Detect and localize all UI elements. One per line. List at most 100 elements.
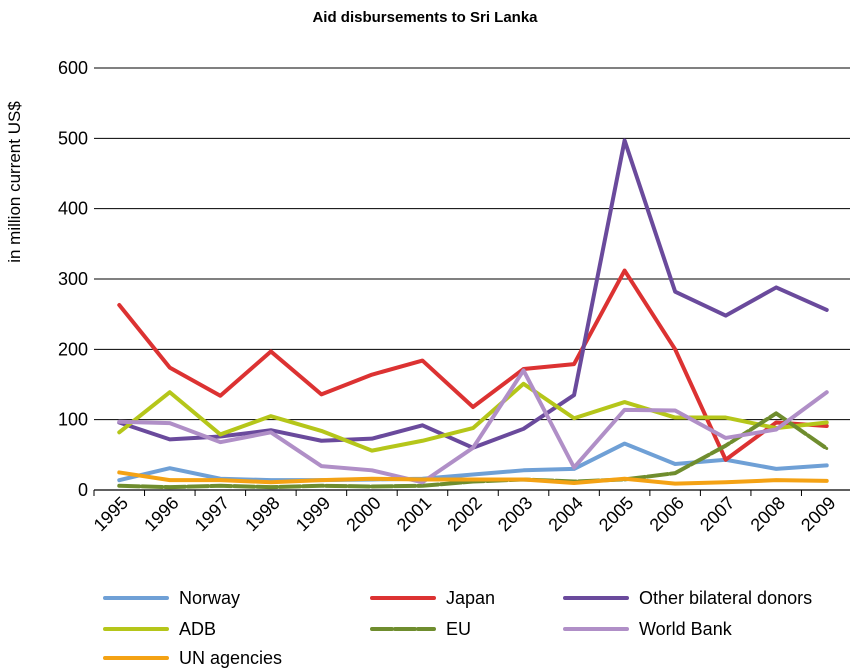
data-point [218,440,222,444]
data-point [724,436,728,440]
data-point [825,463,829,467]
data-point [370,373,374,377]
x-tick-label: 2000 [342,493,384,535]
series-line [117,138,829,450]
x-tick-label: 2001 [393,493,435,535]
data-point [420,439,424,443]
x-tick-label: 2002 [443,493,485,535]
data-point [168,366,172,370]
data-point [168,390,172,394]
data-point [774,411,778,415]
series-world-bank [117,368,829,485]
y-tick-label: 400 [58,199,88,219]
legend-item: ADB [103,619,216,639]
data-point [218,432,222,436]
data-point [623,408,627,412]
data-point [117,484,121,488]
data-point [117,470,121,474]
data-point [825,479,829,483]
x-axis-ticks: 1995 1996 1997 1998 1999 2000 2001 2002 2003 2004… [90,493,840,535]
data-point [168,478,172,482]
legend-label: Other bilateral donors [639,588,812,608]
y-tick-label: 200 [58,339,88,359]
data-point [522,427,526,431]
data-point [774,428,778,432]
legend: Norway Japan Other bilateral donors ADB EU Wo… [103,588,812,668]
data-point [825,390,829,394]
legend-label: Norway [179,588,240,608]
data-point [168,437,172,441]
legend-item: Other bilateral donors [563,588,812,608]
data-point [370,449,374,453]
x-tick-label: 1996 [140,493,182,535]
data-point [673,290,677,294]
data-point [168,466,172,470]
data-point [168,485,172,489]
data-point [269,414,273,418]
data-point [420,480,424,484]
data-point [572,481,576,485]
chart-title: Aid disbursements to Sri Lanka [312,9,538,26]
data-point [825,308,829,312]
legend-label: UN agencies [179,648,282,668]
data-point [572,465,576,469]
data-point [572,362,576,366]
data-point [673,409,677,413]
x-tick-label: 2005 [595,493,637,535]
series-eu [117,411,829,490]
x-tick-label: 1997 [191,493,233,535]
y-tick-label: 600 [58,58,88,78]
data-point [825,420,829,424]
x-axis [93,489,850,496]
y-tick-label: 300 [58,269,88,289]
data-point [673,462,677,466]
legend-item: UN agencies [103,648,282,668]
data-point [774,478,778,482]
data-point [269,480,273,484]
data-point [420,477,424,481]
legend-item: Norway [103,588,240,608]
data-point [623,442,627,446]
data-point [370,484,374,488]
y-tick-label: 500 [58,128,88,148]
y-axis-ticks: 0 100 200 300 400 500 600 [58,58,88,500]
x-tick-label: 2003 [494,493,536,535]
data-point [370,477,374,481]
data-point [420,484,424,488]
data-point [673,347,677,351]
x-tick-label: 1995 [90,493,132,535]
data-point [319,478,323,482]
x-tick-label: 1999 [292,493,334,535]
gridlines [94,67,850,421]
data-point [623,477,627,481]
legend-label: Japan [446,588,495,608]
data-point [269,349,273,353]
data-point [774,467,778,471]
series-lines [117,138,829,490]
data-point [522,368,526,372]
data-point [522,468,526,472]
data-point [370,437,374,441]
data-point [724,458,728,462]
y-tick-label: 100 [58,410,88,430]
data-point [370,468,374,472]
data-point [572,393,576,397]
data-point [673,471,677,475]
data-point [724,480,728,484]
data-point [825,424,829,428]
data-point [623,400,627,404]
series-other-bilateral-donors [117,138,829,450]
data-point [673,416,677,420]
data-point [774,420,778,424]
legend-item: EU [370,619,471,639]
legend-item: World Bank [563,619,733,639]
data-point [319,464,323,468]
data-point [522,382,526,386]
x-tick-label: 2004 [544,493,586,535]
legend-item: Japan [370,588,495,608]
data-point [319,392,323,396]
data-point [420,423,424,427]
data-point [117,478,121,482]
data-point [420,359,424,363]
